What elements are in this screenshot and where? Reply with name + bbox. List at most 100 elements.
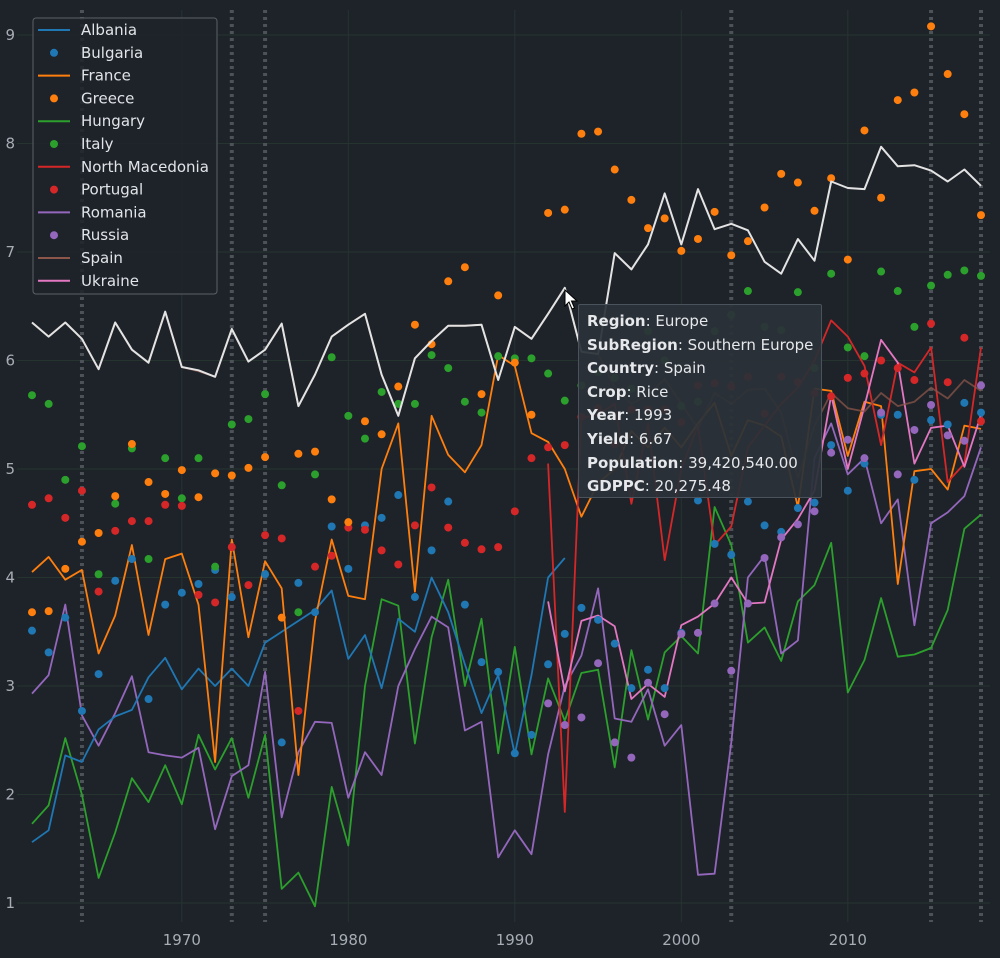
point-bulgaria (311, 608, 320, 617)
point-portugal (860, 369, 869, 378)
point-bulgaria (477, 658, 486, 667)
point-italy (44, 399, 53, 408)
point-greece (510, 358, 519, 367)
tooltip-row-region: Region: Europe (587, 312, 709, 330)
point-bulgaria (444, 497, 453, 506)
point-bulgaria (177, 588, 186, 597)
point-bulgaria (277, 738, 286, 747)
point-greece (211, 469, 220, 478)
point-greece (927, 22, 936, 31)
y-tick-label: 4 (5, 569, 15, 587)
point-italy (943, 270, 952, 279)
point-bulgaria (893, 410, 902, 419)
point-italy (927, 281, 936, 290)
point-italy (28, 391, 36, 400)
point-portugal (61, 513, 70, 522)
point-italy (194, 454, 203, 463)
point-bulgaria (327, 522, 336, 531)
point-bulgaria (710, 539, 719, 548)
point-greece (544, 208, 553, 217)
point-bulgaria (377, 513, 386, 522)
point-portugal (927, 319, 936, 328)
point-greece (793, 178, 802, 187)
legend-label-romania: Romania (81, 203, 147, 221)
point-portugal (510, 507, 519, 516)
point-italy (244, 415, 253, 424)
point-greece (960, 110, 969, 119)
point-greece (577, 129, 586, 138)
point-italy (360, 434, 369, 443)
tooltip-row-gdppc: GDPPC: 20,275.48 (587, 477, 731, 496)
point-greece (477, 390, 486, 399)
legend-label-portugal: Portugal (81, 181, 143, 199)
x-tick-label: 1970 (163, 931, 201, 949)
legend-marker-italy (50, 140, 58, 148)
point-russia (577, 713, 586, 722)
point-greece (127, 440, 136, 449)
point-greece (743, 237, 752, 246)
point-bulgaria (28, 626, 36, 635)
y-tick-label: 3 (5, 677, 15, 695)
point-greece (360, 417, 369, 426)
point-portugal (827, 392, 836, 401)
point-greece (727, 251, 736, 260)
point-greece (244, 463, 253, 472)
x-tick-label: 2000 (662, 931, 700, 949)
point-italy (977, 271, 985, 280)
point-russia (644, 678, 653, 687)
point-russia (660, 710, 669, 719)
y-tick-label: 6 (5, 352, 15, 370)
point-russia (960, 436, 969, 445)
point-portugal (527, 454, 536, 463)
point-italy (427, 351, 436, 360)
point-portugal (943, 378, 952, 387)
point-bulgaria (693, 496, 702, 505)
point-portugal (893, 364, 902, 373)
point-bulgaria (627, 684, 636, 693)
legend-marker-portugal (50, 185, 58, 194)
legend-label-italy: Italy (81, 135, 114, 153)
point-italy (211, 562, 220, 571)
point-bulgaria (644, 665, 653, 674)
point-greece (44, 607, 53, 616)
series-line-ukraine (547, 339, 982, 700)
point-italy (94, 570, 103, 579)
point-russia (760, 553, 769, 562)
point-portugal (261, 531, 270, 540)
point-russia (610, 738, 619, 747)
point-greece (827, 174, 836, 183)
point-greece (677, 246, 686, 255)
point-russia (810, 507, 819, 516)
point-greece (877, 193, 886, 202)
point-bulgaria (494, 667, 503, 676)
point-bulgaria (660, 684, 669, 693)
point-greece (111, 492, 120, 501)
point-greece (627, 195, 636, 204)
point-portugal (144, 517, 153, 526)
point-portugal (311, 562, 320, 571)
point-portugal (910, 376, 919, 385)
point-portugal (394, 560, 403, 569)
legend-marker-russia (50, 231, 58, 240)
point-bulgaria (61, 613, 70, 622)
point-bulgaria (960, 398, 969, 407)
point-portugal (28, 500, 36, 509)
point-bulgaria (727, 550, 736, 559)
point-portugal (277, 534, 286, 543)
point-bulgaria (843, 486, 852, 495)
point-portugal (194, 590, 203, 599)
point-portugal (360, 525, 369, 534)
point-bulgaria (460, 600, 469, 609)
legend-label-albania: Albania (81, 21, 137, 39)
point-greece (94, 529, 103, 538)
legend-label-spain: Spain (81, 249, 123, 267)
y-tick-label: 8 (5, 135, 15, 153)
point-russia (910, 425, 919, 434)
point-portugal (77, 486, 86, 495)
point-greece (294, 449, 303, 458)
point-italy (344, 411, 353, 420)
point-italy (377, 387, 386, 396)
point-greece (227, 471, 236, 480)
point-bulgaria (743, 497, 752, 506)
point-greece (977, 211, 985, 220)
